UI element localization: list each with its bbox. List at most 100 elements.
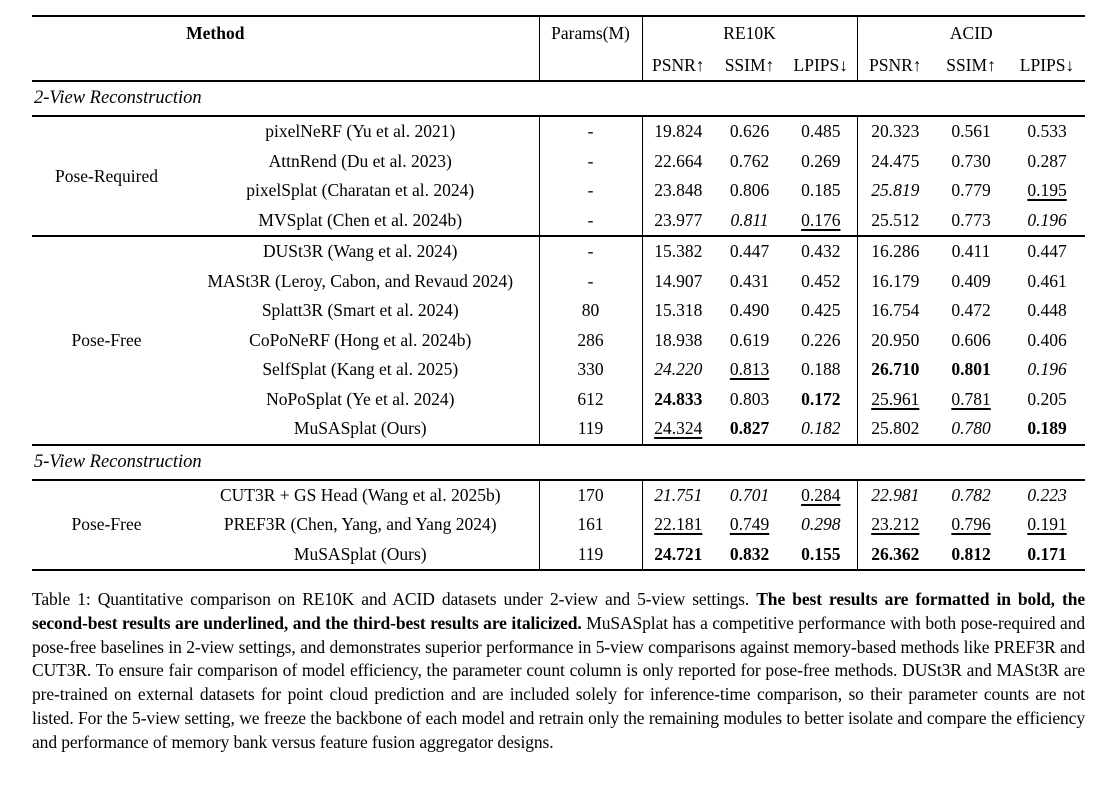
metric-value: 16.179 [871,270,920,291]
metric-value: 24.220 [654,359,703,380]
metric-value: 0.196 [1027,209,1067,230]
metric-value: 25.819 [871,180,920,201]
method-name: NoPoSplat (Ye et al. 2024) [181,384,540,414]
metric-value: 19.824 [654,121,703,142]
metric-value: 0.269 [785,146,858,176]
metric-value: 0.626 [729,121,770,142]
metric-value: 0.226 [785,325,858,355]
metric-value: 0.490 [729,300,770,321]
metric-value: 24.721 [654,543,703,564]
metric-value: 21.751 [654,484,703,505]
metric-value: 0.533 [1027,121,1067,142]
method-name: Splatt3R (Smart et al. 2024) [181,296,540,326]
method-name: MVSplat (Chen et al. 2024b) [181,205,540,236]
col-group-re10k: RE10K [642,16,858,50]
metric-value: 22.664 [654,150,703,171]
results-table: Method Params(M) RE10K ACID PSNR↑ SSIM↑ … [32,15,1086,571]
paper-table-figure: Method Params(M) RE10K ACID PSNR↑ SSIM↑ … [32,15,1085,755]
metric-value: 0.701 [729,484,770,505]
col-header-re10k-lpips: LPIPS↓ [785,50,858,81]
metric-value: 0.284 [785,479,858,510]
metric-value: 0.472 [951,300,991,321]
metric-value: 24.475 [871,150,920,171]
method-name: MASt3R (Leroy, Cabon, and Revaud 2024) [181,266,540,296]
metric-value: 0.205 [1027,388,1067,409]
metric-value: 25.802 [871,418,920,439]
params-value: - [539,205,643,236]
metric-value: 23.212 [871,514,920,535]
group-label: Pose-Required [54,165,159,186]
table-row: Splatt3R (Smart et al. 2024) 80 15.318 0.49… [32,296,1085,326]
group-label: Pose-Free [71,329,142,350]
col-header-acid-ssim: SSIM↑ [946,54,996,75]
metric-value: 0.188 [785,355,858,385]
metric-value: 0.432 [785,236,858,267]
metric-value: 0.801 [951,359,991,380]
metric-value: 25.512 [871,209,920,230]
group-label: Pose-Free [71,514,142,535]
metric-value: 0.803 [729,388,770,409]
metric-value: 0.606 [951,329,991,350]
metric-value: 15.382 [654,241,703,262]
metric-value: 0.425 [785,296,858,326]
col-header-params: Params(M) [539,16,643,81]
metric-value: 0.561 [951,121,991,142]
params-value: 170 [539,479,643,510]
metric-value: 14.907 [654,270,703,291]
table-row: Pose-Free CUT3R + GS Head (Wang et al. 20… [32,479,1085,534]
section-title: 2-View Reconstruction [34,88,202,108]
section-title: 5-View Reconstruction [34,451,202,472]
metric-value: 0.155 [785,539,858,570]
metric-value: 0.782 [951,484,991,505]
metric-value: 0.749 [729,514,770,535]
metric-value: 0.779 [951,180,991,201]
metric-value: 0.780 [951,418,991,439]
table-row: pixelSplat (Charatan et al. 2024) -23.848… [32,176,1085,206]
table-header: Method Params(M) RE10K ACID PSNR↑ SSIM↑ … [32,16,1086,81]
method-name: MuSASplat (Ours) [181,539,540,570]
params-value: - [539,146,643,176]
metric-value: 0.189 [1027,418,1067,439]
table-caption: Table 1: Quantitative comparison on RE10… [32,588,1085,755]
metric-value: 0.813 [729,359,770,380]
metric-value: 25.961 [871,388,920,409]
metric-value: 0.812 [951,543,991,564]
metric-value: 0.773 [951,209,991,230]
table-row: Pose-Free DUSt3R (Wang et al. 2024) -15.38… [32,236,1085,350]
metric-value: 0.619 [729,329,770,350]
params-value: 80 [539,296,643,326]
method-name: SelfSplat (Kang et al. 2025) [181,355,540,385]
caption-text-bold: The best results are formatted in bold, … [32,589,1085,633]
metric-value: 0.287 [1027,150,1067,171]
params-value: - [539,236,643,267]
metric-value: 0.196 [1027,359,1067,380]
metric-value: 0.452 [785,266,858,296]
metric-value: 0.448 [1027,300,1067,321]
metric-value: 15.318 [654,300,703,321]
metric-value: 0.191 [1027,514,1067,535]
table-row: PREF3R (Chen, Yang, and Yang 2024) 161 22.… [32,510,1085,540]
metric-value: 23.977 [654,209,703,230]
params-value: - [539,266,643,296]
params-value: - [539,116,643,147]
metric-value: 0.185 [785,176,858,206]
metric-value: 0.298 [785,510,858,540]
metric-value: 0.485 [785,116,858,147]
params-value: 161 [539,510,643,540]
method-name: CoPoNeRF (Hong et al. 2024b) [181,325,540,355]
table-row: CoPoNeRF (Hong et al. 2024b) 286 18.938 0.6… [32,325,1085,355]
metric-value: 0.182 [785,414,858,445]
metric-value: 16.286 [871,241,920,262]
metric-value: 0.832 [729,543,770,564]
col-header-acid-lpips: LPIPS↓ [1019,54,1075,75]
method-name: AttnRend (Du et al. 2023) [181,146,540,176]
metric-value: 0.176 [785,205,858,236]
table-row: MASt3R (Leroy, Cabon, and Revaud 2024) -1… [32,266,1085,296]
metric-value: 22.981 [871,484,920,505]
table-row: Pose-Required pixelNeRF (Yu et al. 2021) -… [32,116,1085,186]
metric-value: 24.833 [654,388,703,409]
caption-text-prefix: Table 1: Quantitative comparison on RE10… [32,589,757,609]
metric-value: 0.762 [729,150,770,171]
metric-value: 0.411 [951,241,991,262]
method-name: CUT3R + GS Head (Wang et al. 2025b) [181,479,540,510]
